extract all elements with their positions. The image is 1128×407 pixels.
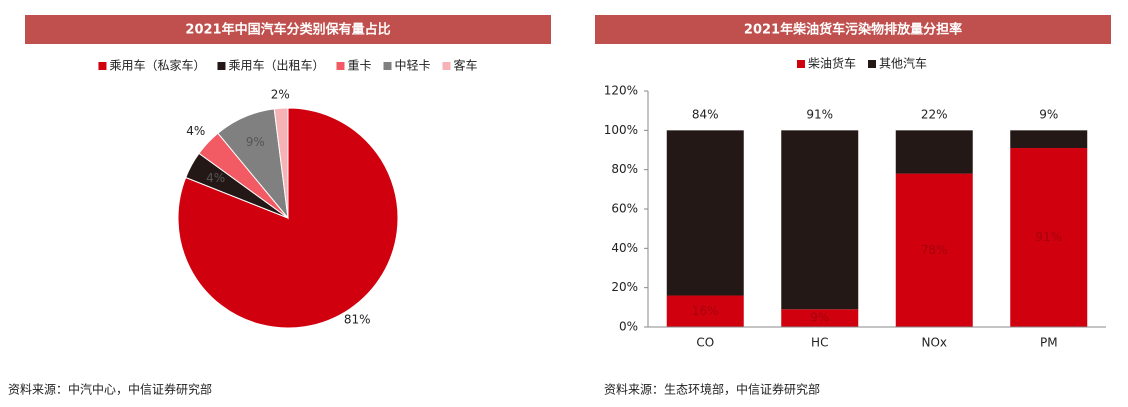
data-label: 91% [806,108,833,122]
x-tick-label: CO [696,336,714,350]
title-bar [25,15,551,44]
data-label: 84% [692,108,719,122]
legend-label: 重卡 [347,59,371,73]
legend-label: 柴油货车 [808,56,856,71]
title-bar [595,15,1111,44]
data-label: 22% [921,108,948,122]
bar-segment [895,130,973,174]
bar-segment [781,130,859,310]
legend-swatch [442,62,451,70]
y-tick-label: 40% [611,241,638,255]
legend-label: 乘用车（出租车） [228,58,324,73]
y-tick-label: 100% [604,123,638,137]
data-label: 9% [1039,108,1058,122]
legend-swatch [217,62,226,70]
data-label: 4% [206,171,225,185]
chart-title: 2021年中国汽车分类别保有量占比 [185,22,390,38]
data-label: 16% [692,304,719,318]
data-label: 78% [921,243,948,257]
source: 资料来源：生态环境部，中信证券研究部 [604,382,820,397]
y-tick-label: 0% [619,320,638,334]
bar-segment [666,130,744,296]
legend-swatch [868,60,876,68]
y-tick-label: 20% [611,280,638,294]
bar-segment [1010,130,1088,149]
chart-title: 2021年柴油货车污染物排放量分担率 [744,22,962,38]
source: 资料来源：中汽中心，中信证券研究部 [8,382,212,397]
legend-swatch [383,62,392,70]
bar-segment [781,309,859,327]
x-tick-label: PM [1040,336,1058,350]
legend-swatch [336,62,345,70]
y-tick-label: 60% [611,202,638,216]
legend-label: 其他汽车 [879,56,927,71]
bar-segment [895,173,973,327]
bar-segment [666,295,744,327]
legend-swatch [796,60,805,68]
y-tick-label: 120% [604,84,638,98]
y-tick-label: 80% [611,162,638,176]
x-tick-label: HC [811,336,828,350]
legend-label: 中轻卡 [395,58,431,73]
legend-label: 客车 [454,58,478,73]
data-label: 81% [344,312,371,326]
data-label: 91% [1035,230,1062,244]
legend-swatch [98,62,107,70]
data-label: 4% [186,124,205,138]
data-label: 9% [246,135,265,149]
bar-segment [1010,148,1088,327]
x-tick-label: NOx [921,336,947,350]
legend-label: 乘用车（私家车） [109,58,205,73]
data-label: 2% [271,88,290,102]
data-label: 9% [810,311,829,325]
pie-slice [273,107,289,219]
